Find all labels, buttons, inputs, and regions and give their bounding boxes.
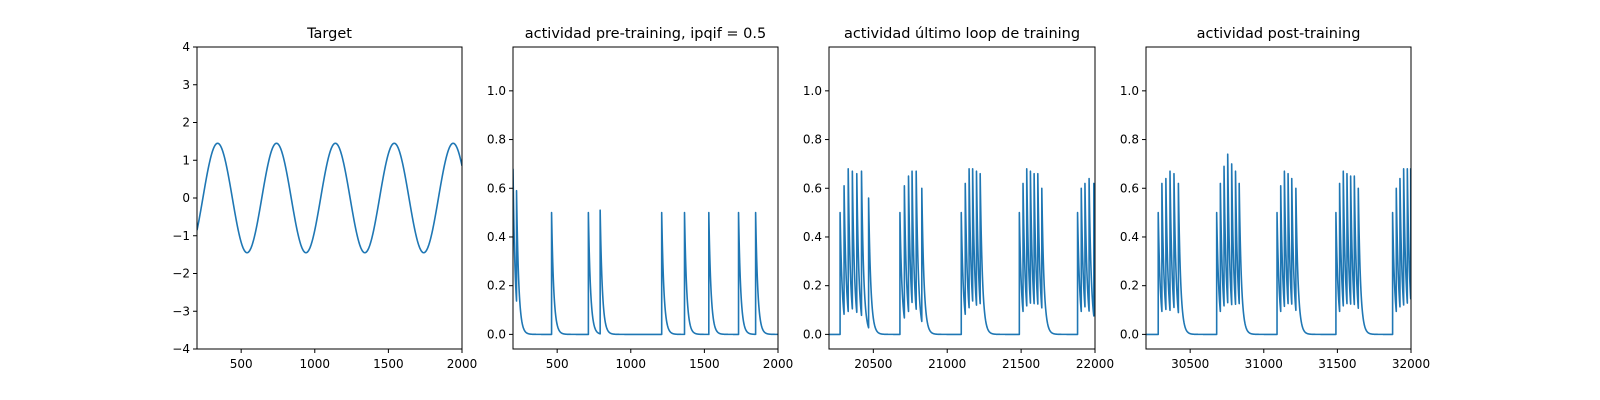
x-tick-label: 20500 bbox=[854, 357, 892, 371]
y-tick-label: 1.0 bbox=[803, 84, 822, 98]
x-tick-label: 30500 bbox=[1171, 357, 1209, 371]
series-line bbox=[197, 142, 462, 254]
x-tick-label: 1500 bbox=[373, 357, 404, 371]
y-tick-label: 0.4 bbox=[487, 230, 506, 244]
y-tick-label: −3 bbox=[172, 304, 190, 318]
series-line bbox=[829, 167, 1095, 336]
y-tick-label: 1.0 bbox=[1120, 84, 1139, 98]
series-line bbox=[513, 168, 778, 336]
y-tick-label: 0.4 bbox=[1120, 230, 1139, 244]
y-tick-label: 0.0 bbox=[487, 327, 506, 341]
y-tick-label: 0.0 bbox=[803, 327, 822, 341]
y-tick-label: 0.4 bbox=[803, 230, 822, 244]
x-tick-label: 31000 bbox=[1245, 357, 1283, 371]
axes-frame bbox=[828, 46, 1096, 350]
y-tick-label: 0.8 bbox=[487, 133, 506, 147]
x-tick-label: 1000 bbox=[616, 357, 647, 371]
y-tick-label: 0.2 bbox=[803, 279, 822, 293]
x-tick-label: 21500 bbox=[1002, 357, 1040, 371]
y-tick-label: −4 bbox=[172, 342, 190, 356]
x-tick-label: 500 bbox=[230, 357, 253, 371]
panel-target: Target 500 1000 1500 2000 −4 −3 −2 −1 0 1 2 3 4 bbox=[172, 26, 477, 371]
y-tick-label: 3 bbox=[182, 78, 190, 92]
y-tick-label: 0.8 bbox=[1120, 133, 1139, 147]
panel-title: actividad post-training bbox=[1197, 26, 1361, 42]
y-tick-label: 0.6 bbox=[1120, 181, 1139, 195]
series-line bbox=[1146, 153, 1411, 336]
panel-title: actividad pre-training, ipqif = 0.5 bbox=[525, 26, 766, 42]
y-tick-label: −2 bbox=[172, 267, 190, 281]
x-tick-label: 32000 bbox=[1392, 357, 1430, 371]
y-tick-label: 0.6 bbox=[487, 181, 506, 195]
y-tick-label: 4 bbox=[182, 40, 190, 54]
y-tick-label: 0.8 bbox=[803, 133, 822, 147]
panel-pre-training: actividad pre-training, ipqif = 0.5 500 1… bbox=[487, 26, 793, 371]
panel-title: Target bbox=[306, 26, 352, 42]
panel-post-training: actividad post-training 30500 31000 31500 3… bbox=[1120, 26, 1430, 371]
x-tick-label: 2000 bbox=[447, 357, 478, 371]
y-tick-label: 0.2 bbox=[1120, 279, 1139, 293]
x-tick-label: 31500 bbox=[1318, 357, 1356, 371]
axes-frame bbox=[1145, 46, 1412, 350]
panel-title: actividad último loop de training bbox=[844, 26, 1080, 42]
x-tick-label: 1000 bbox=[300, 357, 331, 371]
y-tick-label: 1 bbox=[182, 153, 190, 167]
y-tick-label: 0.2 bbox=[487, 279, 506, 293]
x-tick-label: 22000 bbox=[1076, 357, 1114, 371]
y-tick-label: 1.0 bbox=[487, 84, 506, 98]
y-tick-label: 0 bbox=[182, 191, 190, 205]
x-tick-label: 2000 bbox=[763, 357, 794, 371]
x-tick-label: 500 bbox=[546, 357, 569, 371]
y-tick-label: 2 bbox=[182, 116, 190, 130]
x-tick-label: 1500 bbox=[689, 357, 720, 371]
y-tick-label: 0.6 bbox=[803, 181, 822, 195]
axes-frame bbox=[512, 46, 779, 350]
x-tick-label: 21000 bbox=[928, 357, 966, 371]
y-tick-label: 0.0 bbox=[1120, 327, 1139, 341]
y-tick-label: −1 bbox=[172, 229, 190, 243]
panel-last-training-loop: actividad último loop de training 20500 2… bbox=[803, 26, 1114, 371]
